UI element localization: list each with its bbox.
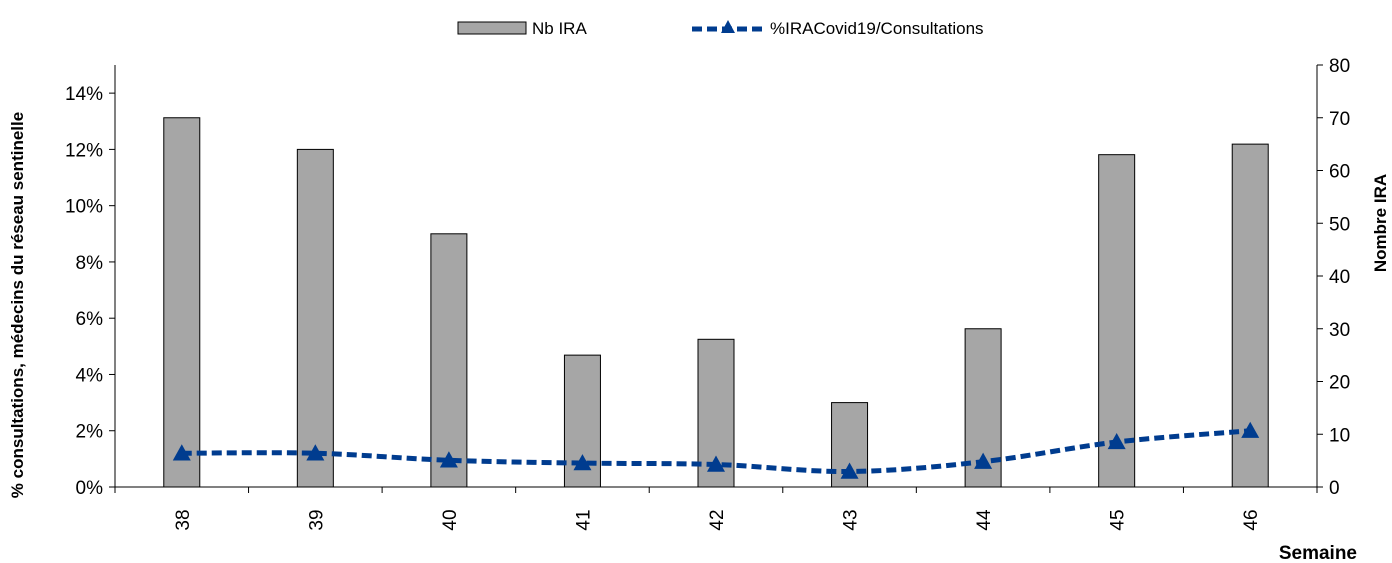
x-axis-ticks: 38 39 40 41 42 43 44 45 46	[114, 487, 1318, 531]
line-point-marker	[1241, 421, 1260, 438]
left-tick-label: 14%	[65, 84, 103, 105]
x-tick-label: 41	[573, 509, 594, 530]
legend-label-line: %IRACovid19/Consultations	[770, 19, 984, 38]
line-point-marker	[974, 452, 993, 469]
left-tick-label: 6%	[76, 309, 104, 330]
left-tick-label: 0%	[76, 478, 104, 499]
right-tick-label: 10	[1329, 425, 1350, 446]
left-tick-label: 8%	[76, 253, 104, 274]
line-point-marker	[573, 454, 592, 471]
right-tick-label: 60	[1329, 162, 1350, 183]
line-point-marker	[1107, 432, 1126, 450]
right-axis-title: Nombre IRA	[1371, 174, 1390, 272]
line-point-marker	[172, 444, 191, 461]
legend-label-bars: Nb IRA	[532, 19, 587, 38]
right-tick-label: 20	[1329, 373, 1350, 394]
right-tick-label: 0	[1329, 478, 1340, 499]
x-tick-label: 46	[1241, 509, 1262, 530]
x-tick-label: 43	[841, 509, 862, 530]
x-tick-label: 40	[440, 509, 461, 530]
line-point-marker	[840, 462, 859, 479]
legend-triangle-marker	[721, 20, 735, 33]
legend: Nb IRA %IRACovid19/Consultations	[457, 19, 984, 38]
right-tick-label: 80	[1329, 56, 1350, 77]
left-tick-label: 4%	[76, 365, 104, 386]
bar	[1098, 154, 1136, 488]
right-tick-label: 40	[1329, 267, 1350, 288]
bar-series	[163, 117, 1269, 488]
right-tick-label: 50	[1329, 214, 1350, 235]
line-point-marker	[707, 455, 725, 472]
right-tick-label: 30	[1329, 320, 1350, 341]
right-axis-ticks: 0 10 20 30 40 50 60 70 80	[1317, 56, 1350, 499]
left-axis-ticks: 0% 2% 4% 6% 8% 10% 12% 14%	[65, 84, 115, 499]
bar	[163, 117, 201, 488]
x-tick-label: 45	[1108, 509, 1129, 530]
left-tick-label: 12%	[65, 140, 103, 161]
x-tick-label: 42	[707, 509, 728, 530]
x-tick-label: 44	[974, 509, 995, 531]
line-point-marker	[306, 444, 325, 461]
bar	[430, 233, 468, 488]
right-tick-label: 70	[1329, 109, 1350, 130]
line-series	[172, 421, 1260, 479]
left-tick-label: 2%	[76, 422, 104, 443]
x-axis-title: Semaine	[1279, 543, 1357, 563]
line-point-marker	[439, 451, 458, 468]
left-tick-label: 10%	[65, 197, 103, 218]
bar	[296, 148, 334, 488]
legend-bar-swatch	[457, 21, 527, 35]
x-tick-label: 39	[306, 509, 327, 530]
x-tick-label: 38	[173, 509, 194, 530]
left-axis-title: % consultations, médecins du réseau sent…	[8, 112, 27, 498]
